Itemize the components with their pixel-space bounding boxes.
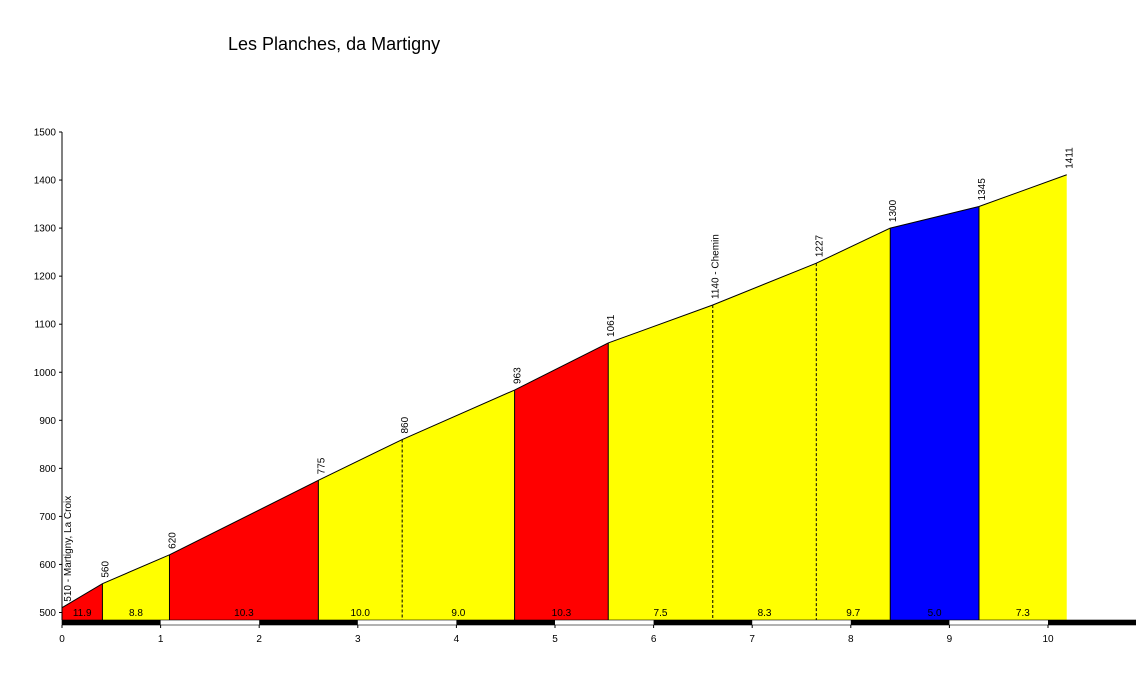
gradient-labels: 11.9 8.8 10.3 10.0 9.0 10.3 7.5 8.3 9.7 5.0 7.3 bbox=[73, 608, 1030, 619]
segment-fills bbox=[62, 174, 1067, 621]
segment-fill bbox=[169, 480, 319, 620]
gradient-label: 10.0 bbox=[351, 608, 371, 619]
y-tick-label: 700 bbox=[39, 512, 56, 523]
scale-bar-segment bbox=[1048, 620, 1136, 625]
x-tick-label: 6 bbox=[651, 634, 657, 645]
gradient-label: 10.3 bbox=[234, 608, 254, 619]
segment-fill bbox=[712, 263, 817, 620]
gradient-label: 8.3 bbox=[758, 608, 772, 619]
x-tick-label: 7 bbox=[749, 634, 755, 645]
segment-dividers bbox=[101, 206, 980, 620]
altitude-label: 1345 bbox=[977, 178, 988, 201]
scale-bar-segment bbox=[62, 620, 161, 625]
x-tick-label: 3 bbox=[355, 634, 361, 645]
altitude-labels: 510 - Martigny, La Croix 560 620 775 860 963 1… bbox=[63, 147, 1076, 602]
y-tick-label: 600 bbox=[39, 560, 56, 571]
segment-fill bbox=[816, 228, 891, 620]
altitude-label: 1411 bbox=[1065, 147, 1076, 169]
y-tick-label: 800 bbox=[39, 464, 56, 475]
y-tick-label: 900 bbox=[39, 416, 56, 427]
y-axis-ticks: 500 600 700 800 900 1000 1100 1200 1300 1400 1500 bbox=[34, 128, 62, 619]
scale-bar-segment bbox=[456, 620, 555, 625]
scale-bar-segment bbox=[259, 620, 358, 625]
x-tick-label: 5 bbox=[552, 634, 558, 645]
gradient-label: 7.5 bbox=[654, 608, 668, 619]
segment-fill bbox=[318, 439, 403, 620]
gradient-label: 5.0 bbox=[928, 608, 942, 619]
y-tick-label: 1000 bbox=[34, 368, 57, 379]
segment-fill bbox=[62, 583, 103, 620]
x-tick-label: 2 bbox=[256, 634, 262, 645]
gradient-label: 9.7 bbox=[846, 608, 860, 619]
gradient-label: 7.3 bbox=[1016, 608, 1030, 619]
scale-bar-segment bbox=[653, 620, 753, 625]
altitude-label: 1227 bbox=[814, 234, 825, 257]
gradient-label: 11.9 bbox=[73, 608, 92, 619]
altitude-label: 775 bbox=[316, 457, 327, 474]
x-tick-label: 10 bbox=[1042, 634, 1054, 645]
scale-bar-segment bbox=[850, 620, 950, 625]
altitude-label: 620 bbox=[167, 532, 178, 549]
x-tick-label: 1 bbox=[158, 634, 164, 645]
x-tick-label: 0 bbox=[59, 634, 65, 645]
x-tick-label: 9 bbox=[947, 634, 953, 645]
altitude-label: 1061 bbox=[606, 314, 617, 337]
gradient-label: 9.0 bbox=[451, 608, 465, 619]
y-tick-label: 1500 bbox=[34, 128, 57, 139]
y-tick-label: 1400 bbox=[34, 176, 57, 187]
profile-line bbox=[61, 174, 1067, 609]
altitude-label: 860 bbox=[400, 416, 411, 433]
scale-bar-frame bbox=[61, 619, 1136, 626]
profile-line bbox=[61, 174, 1067, 609]
altitude-label: 1300 bbox=[888, 199, 899, 222]
altitude-label: 1140 - Chemin bbox=[711, 234, 722, 299]
y-tick-label: 1100 bbox=[34, 320, 56, 331]
segment-fill bbox=[608, 304, 713, 620]
km-scale-bar bbox=[61, 619, 1136, 626]
chart-title: Les Planches, da Martigny bbox=[228, 34, 441, 54]
x-tick-label: 8 bbox=[848, 634, 854, 645]
segment-fill bbox=[102, 554, 170, 620]
altitude-label: 510 - Martigny, La Croix bbox=[63, 496, 74, 602]
segment-fill bbox=[402, 390, 515, 620]
segment-fill bbox=[978, 174, 1067, 620]
altitude-label: 963 bbox=[513, 367, 524, 384]
y-tick-label: 1200 bbox=[34, 272, 57, 283]
y-tick-label: 1300 bbox=[34, 224, 57, 235]
gradient-label: 8.8 bbox=[129, 608, 143, 619]
altitude-label: 560 bbox=[100, 561, 111, 578]
x-tick-label: 4 bbox=[454, 634, 460, 645]
gradient-label: 10.3 bbox=[552, 608, 572, 619]
x-axis-ticks: 0 1 2 3 4 5 6 7 8 9 10 bbox=[59, 625, 1054, 645]
y-tick-label: 500 bbox=[39, 608, 56, 619]
segment-fill bbox=[514, 342, 609, 620]
segment-fill bbox=[890, 206, 979, 621]
